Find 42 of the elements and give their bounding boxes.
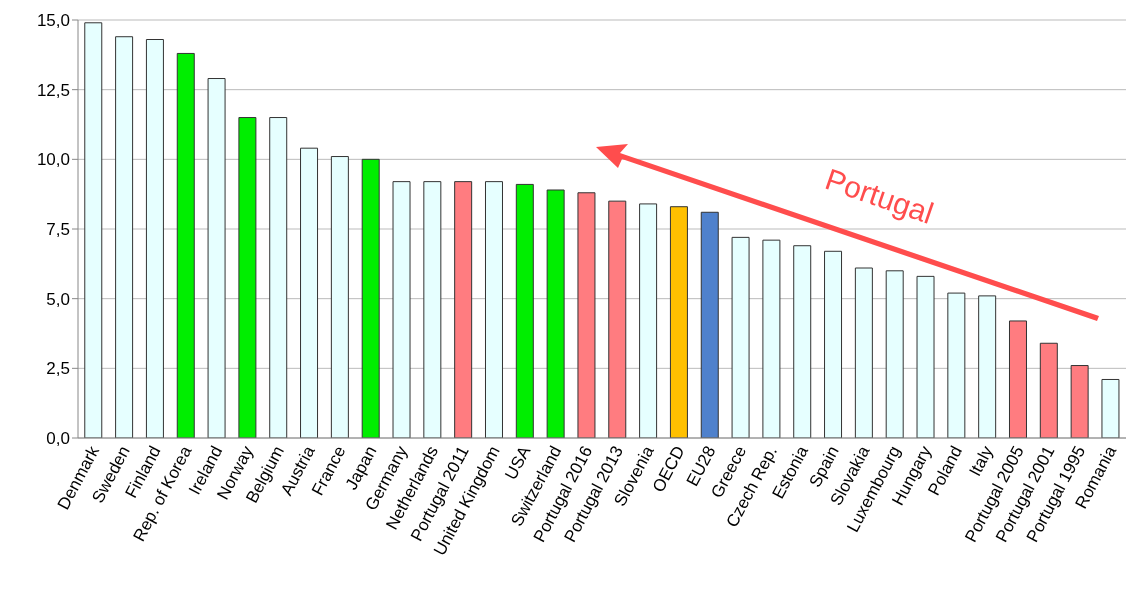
y-tick-label: 0,0 [46,429,70,449]
bar [84,22,103,438]
bar [577,192,596,438]
bar [330,156,349,438]
bar [269,117,288,438]
bar [392,181,411,438]
x-tick-label: Italy [965,442,998,480]
bar [700,211,719,438]
bar [515,183,534,438]
bar [1070,365,1089,438]
bar [484,181,503,438]
bar [300,147,319,438]
bar [1101,378,1120,438]
y-tick-label: 5,0 [46,289,70,309]
y-tick-label: 7,5 [46,220,70,240]
y-tick-label: 12,5 [36,80,70,100]
bar [978,295,997,438]
bar [1039,342,1058,438]
bar [916,275,935,438]
y-tick-label: 15,0 [36,11,70,31]
bar [762,239,781,438]
bar [361,158,380,438]
bar [639,203,658,438]
bar [546,189,565,438]
bar [793,245,812,438]
bar [176,52,195,438]
y-tick-label: 10,0 [36,150,70,170]
y-tick-label: 2,5 [46,359,70,379]
bar [238,117,257,438]
bar [207,78,226,438]
bar [454,181,473,438]
bar [885,270,904,438]
bar [608,200,627,438]
bar [669,206,688,438]
bar [854,267,873,438]
bar [423,181,442,438]
bar [145,39,164,438]
bar [1008,320,1027,438]
bar [947,292,966,438]
bar [115,36,134,438]
bar [824,250,843,438]
bar [731,236,750,438]
